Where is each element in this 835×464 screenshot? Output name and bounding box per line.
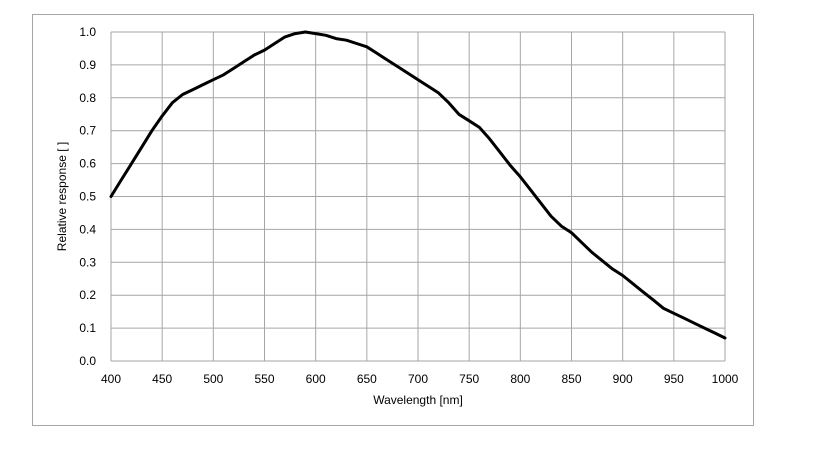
y-tick-label: 0.6	[79, 157, 96, 171]
y-tick-label: 0.5	[79, 190, 96, 204]
chart-frame: 0.0 0.1 0.2 0.3 0.4 0.5 0.6 0.7 0.8 0.9 1.0 400 450…	[32, 14, 754, 426]
y-tick-label: 0.0	[79, 354, 96, 368]
y-tick-label: 0.4	[79, 222, 96, 236]
y-tick-label: 0.7	[79, 124, 96, 138]
y-axis-ticks: 0.0 0.1 0.2 0.3 0.4 0.5 0.6 0.7 0.8 0.9 1.0	[79, 25, 96, 368]
x-tick-label: 900	[613, 372, 633, 386]
y-tick-label: 0.2	[79, 288, 96, 302]
x-tick-label: 850	[561, 372, 581, 386]
line-chart: 0.0 0.1 0.2 0.3 0.4 0.5 0.6 0.7 0.8 0.9 1.0 400 450…	[55, 25, 739, 407]
series-line	[109, 30, 727, 340]
x-axis-ticks: 400 450 500 550 600 650 700 750 800 850 900 950 1000	[101, 372, 739, 386]
x-tick-label: 650	[357, 372, 377, 386]
y-tick-label: 1.0	[79, 25, 96, 39]
x-tick-label: 1000	[712, 372, 739, 386]
x-tick-label: 450	[152, 372, 172, 386]
y-tick-label: 0.8	[79, 91, 96, 105]
grid	[110, 31, 726, 362]
x-tick-label: 800	[510, 372, 530, 386]
y-axis-title: Relative response [ ]	[55, 142, 69, 251]
x-tick-label: 700	[408, 372, 428, 386]
series-layer	[109, 30, 727, 340]
x-tick-label: 950	[664, 372, 684, 386]
x-axis-title: Wavelength [nm]	[373, 393, 463, 407]
x-tick-label: 750	[459, 372, 479, 386]
x-tick-label: 500	[203, 372, 223, 386]
y-tick-label: 0.9	[79, 58, 96, 72]
y-tick-label: 0.1	[79, 321, 96, 335]
y-tick-label: 0.3	[79, 255, 96, 269]
x-tick-label: 550	[254, 372, 274, 386]
x-tick-label: 600	[306, 372, 326, 386]
x-tick-label: 400	[101, 372, 121, 386]
